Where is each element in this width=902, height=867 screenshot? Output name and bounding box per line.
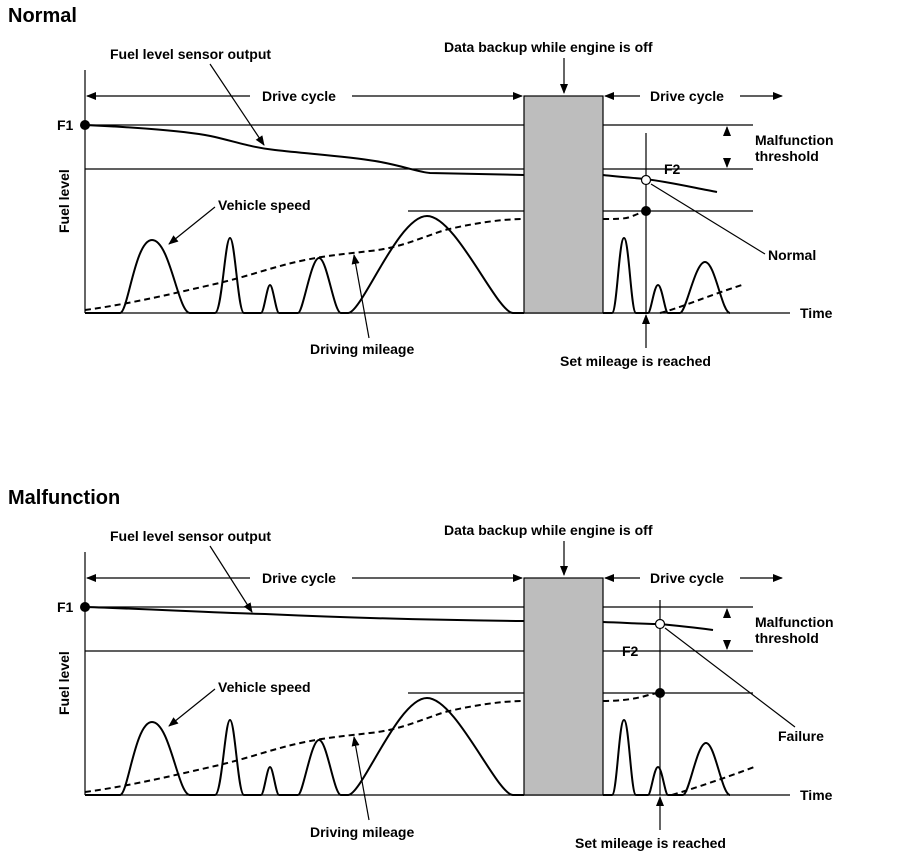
normal-judgment-point <box>640 174 652 186</box>
fuel-sensor-label: Fuel level sensor output <box>110 46 271 62</box>
result-label: Normal <box>768 247 816 263</box>
vehicle-speed-curve-drive-1 <box>85 696 524 796</box>
mileage-curve-drive-2 <box>602 210 647 220</box>
mileage-curve-drive-2-reset <box>659 283 746 314</box>
set-mileage-label: Set mileage is reached <box>560 353 711 369</box>
y-axis-label: Fuel level <box>56 651 72 715</box>
result-leader <box>650 183 766 255</box>
vehicle-speed-label: Vehicle speed <box>218 197 311 213</box>
drive-cycle-2-label: Drive cycle <box>650 570 724 586</box>
result-label: Failure <box>778 728 824 744</box>
mileage-label: Driving mileage <box>310 824 414 840</box>
backup-box <box>523 577 604 796</box>
panel-title: Malfunction <box>8 487 120 509</box>
failure-judgment-point <box>654 618 666 630</box>
mileage-label: Driving mileage <box>310 341 414 357</box>
mileage-curve-drive-2 <box>602 692 661 702</box>
drive-cycle-1-label: Drive cycle <box>262 88 336 104</box>
panel-title: Normal <box>8 5 77 27</box>
set-mileage-label: Set mileage is reached <box>575 835 726 851</box>
fuel-sensor-leader <box>209 545 253 613</box>
backup-label: Data backup while engine is off <box>444 522 653 538</box>
backup-box <box>523 95 604 314</box>
mileage-leader <box>351 254 370 339</box>
vehicle-speed-curve-drive-2 <box>603 236 731 314</box>
mileage-leader <box>351 736 370 821</box>
time-label: Time <box>800 787 833 803</box>
malfunction-threshold-line2: threshold <box>755 630 819 646</box>
mileage-curve-drive-1 <box>84 700 525 793</box>
drive-cycle-1-label: Drive cycle <box>262 570 336 586</box>
mileage-curve-drive-2-reset <box>671 765 758 796</box>
vehicle-speed-leader <box>168 688 216 727</box>
vehicle-speed-curve-drive-1 <box>85 214 524 314</box>
vehicle-speed-label: Vehicle speed <box>218 679 311 695</box>
backup-label: Data backup while engine is off <box>444 39 653 55</box>
f2-label: F2 <box>622 643 639 659</box>
mileage-reached-point <box>641 206 651 216</box>
y-axis-label: Fuel level <box>56 169 72 233</box>
f2-label: F2 <box>664 161 681 177</box>
fuel-level-curve-drive-1 <box>84 124 525 176</box>
mileage-reached-point <box>655 688 665 698</box>
panel-normal: Normal Time Fuel level F1 F2 Data backup… <box>8 5 834 369</box>
fuel-level-curve-drive-1 <box>84 606 525 622</box>
f1-label: F1 <box>57 599 74 615</box>
result-leader <box>664 627 796 728</box>
malfunction-threshold-line1: Malfunction <box>755 614 834 630</box>
drive-cycle-2-label: Drive cycle <box>650 88 724 104</box>
malfunction-threshold-line1: Malfunction <box>755 132 834 148</box>
vehicle-speed-curve-drive-2 <box>603 718 731 796</box>
fuel-sensor-label: Fuel level sensor output <box>110 528 271 544</box>
f1-label: F1 <box>57 117 74 133</box>
time-label: Time <box>800 305 833 321</box>
mileage-curve-drive-1 <box>84 218 525 311</box>
panel-malfunction: Malfunction Time Fuel level F1 F2 Data b… <box>8 487 834 851</box>
malfunction-threshold-line2: threshold <box>755 148 819 164</box>
fuel-sensor-leader <box>209 63 265 146</box>
vehicle-speed-leader <box>168 206 216 245</box>
